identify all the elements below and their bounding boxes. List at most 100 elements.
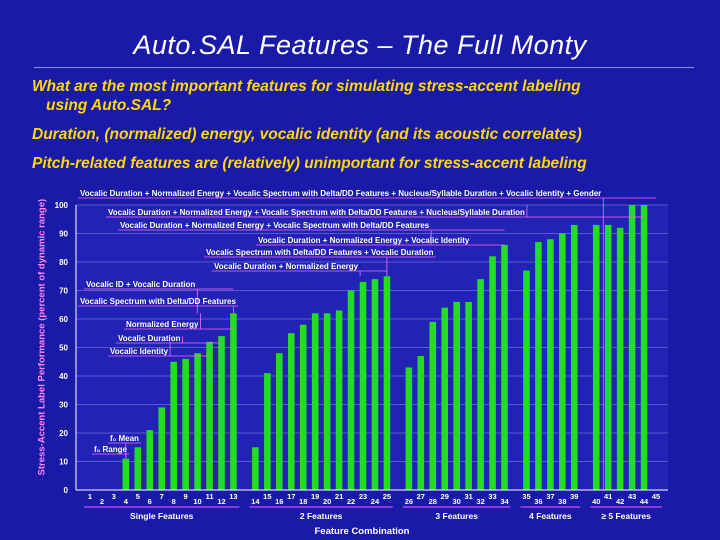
x-tick-label: 19	[311, 492, 319, 501]
x-tick-label: 34	[500, 497, 509, 506]
x-tick-label: 8	[172, 497, 176, 506]
annotation-label: f₀ Range	[94, 445, 127, 454]
bar	[477, 279, 484, 490]
bar	[299, 324, 307, 490]
bar	[170, 361, 177, 490]
bar	[335, 310, 343, 490]
annotation-label: Vocalic Spectrum with Delta/DD Features	[80, 297, 236, 306]
question-line-2: using Auto.SAL?	[46, 97, 172, 114]
bar	[323, 313, 331, 490]
x-tick-label: 38	[558, 497, 566, 506]
x-tick-label: 10	[193, 497, 201, 506]
bar	[311, 313, 319, 490]
y-tick-label: 80	[59, 258, 68, 267]
annotation-label: Vocalic Duration + Normalized Energy	[214, 262, 359, 271]
x-tick-label: 31	[464, 492, 472, 501]
y-tick-label: 20	[59, 429, 68, 438]
bar	[264, 373, 271, 490]
group-label: Single Features	[130, 511, 194, 521]
bar	[371, 279, 379, 490]
annotation-label: Vocalic Duration	[118, 334, 181, 343]
x-tick-label: 32	[476, 497, 484, 506]
x-tick-label: 15	[263, 492, 271, 501]
bar	[405, 367, 413, 490]
bar	[453, 301, 460, 490]
x-tick-label: 42	[616, 497, 624, 506]
bar	[604, 224, 612, 490]
bar	[489, 256, 496, 490]
bar	[230, 313, 237, 490]
y-tick-label: 10	[59, 458, 68, 467]
x-tick-label: 13	[229, 492, 237, 501]
x-tick-label: 26	[405, 497, 413, 506]
x-tick-label: 14	[251, 497, 260, 506]
bar	[441, 307, 449, 490]
x-tick-label: 29	[441, 492, 449, 501]
x-tick-label: 2	[100, 497, 104, 506]
y-tick-label: 30	[59, 401, 68, 410]
x-tick-label: 16	[275, 497, 283, 506]
x-tick-label: 12	[217, 497, 225, 506]
x-tick-label: 40	[592, 497, 600, 506]
question-line-1: What are the most important features for…	[32, 78, 581, 95]
annotation-label: Vocalic ID + Vocalic Duration	[86, 280, 195, 289]
x-tick-label: 23	[359, 492, 367, 501]
y-tick-label: 90	[59, 230, 68, 239]
bar	[501, 244, 508, 490]
bar	[571, 224, 578, 490]
x-tick-label: 1	[88, 492, 92, 501]
bar	[628, 205, 636, 490]
bar	[559, 233, 566, 490]
x-tick-label: 33	[488, 492, 496, 501]
bar	[359, 281, 367, 490]
y-tick-label: 0	[64, 486, 69, 495]
x-tick-label: 17	[287, 492, 295, 501]
bar	[535, 242, 542, 490]
x-tick-label: 39	[570, 492, 578, 501]
x-tick-label: 24	[371, 497, 380, 506]
bar	[592, 224, 600, 490]
slide-title: Auto.SAL Features – The Full Monty	[133, 30, 587, 60]
x-tick-label: 37	[546, 492, 554, 501]
x-tick-label: 18	[299, 497, 307, 506]
title-divider	[34, 67, 694, 68]
answer-text: Duration, (normalized) energy, vocalic i…	[32, 126, 582, 143]
annotation-label: f₀ Mean	[110, 434, 139, 443]
bar	[383, 276, 391, 490]
bar	[182, 358, 189, 490]
x-tick-label: 44	[640, 497, 649, 506]
group-label: 3 Features	[435, 511, 478, 521]
x-tick-label: 5	[136, 492, 140, 501]
annotation-label: Vocalic Duration + Normalized Energy + V…	[120, 221, 430, 230]
x-tick-label: 21	[335, 492, 343, 501]
bar	[417, 356, 425, 490]
x-tick-label: 3	[112, 492, 116, 501]
x-tick-label: 45	[652, 492, 660, 501]
x-tick-label: 7	[160, 492, 164, 501]
x-tick-label: 43	[628, 492, 636, 501]
question-text: What are the most important features for…	[32, 77, 581, 115]
bar	[206, 341, 213, 490]
bar	[218, 336, 225, 490]
note-text: Pitch-related features are (relatively) …	[32, 155, 587, 172]
y-tick-label: 70	[59, 287, 68, 296]
y-tick-label: 50	[59, 344, 68, 353]
x-tick-label: 25	[383, 492, 391, 501]
bar	[429, 321, 437, 490]
x-tick-label: 36	[534, 497, 542, 506]
x-tick-label: 22	[347, 497, 355, 506]
bar	[134, 447, 142, 490]
x-tick-label: 11	[206, 492, 214, 501]
x-tick-label: 27	[417, 492, 425, 501]
group-label: ≥ 5 Features	[601, 511, 651, 521]
annotation-label: Vocalic Identity	[110, 347, 169, 356]
bar	[252, 447, 259, 490]
y-tick-label: 60	[59, 315, 68, 324]
annotation-label: Vocalic Duration + Normalized Energy + V…	[80, 189, 601, 198]
group-label: 4 Features	[529, 511, 572, 521]
x-tick-label: 6	[148, 497, 152, 506]
bar	[547, 239, 554, 490]
x-tick-label: 20	[323, 497, 331, 506]
annotation-label: Vocalic Spectrum with Delta/DD Features …	[206, 248, 434, 257]
bar	[640, 205, 648, 490]
